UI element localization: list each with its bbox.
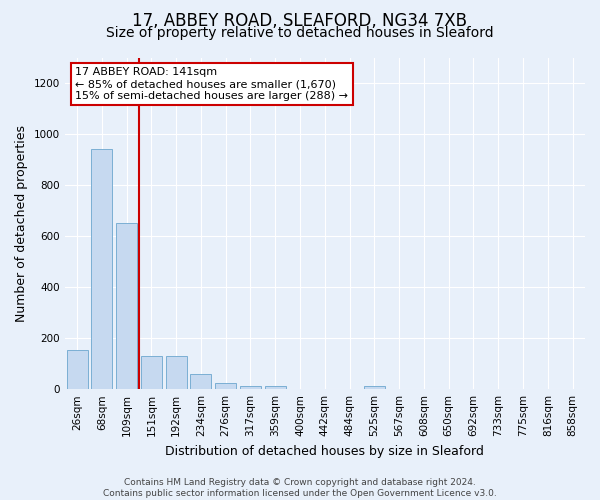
Bar	[364, 386, 385, 389]
Text: Contains HM Land Registry data © Crown copyright and database right 2024.
Contai: Contains HM Land Registry data © Crown c…	[103, 478, 497, 498]
Bar	[91, 150, 112, 389]
Bar	[116, 224, 137, 389]
Text: 17, ABBEY ROAD, SLEAFORD, NG34 7XB: 17, ABBEY ROAD, SLEAFORD, NG34 7XB	[133, 12, 467, 30]
Bar	[141, 356, 162, 389]
Bar	[190, 374, 211, 389]
Bar	[265, 386, 286, 389]
X-axis label: Distribution of detached houses by size in Sleaford: Distribution of detached houses by size …	[166, 444, 484, 458]
Bar	[166, 356, 187, 389]
Text: Size of property relative to detached houses in Sleaford: Size of property relative to detached ho…	[106, 26, 494, 40]
Text: 17 ABBEY ROAD: 141sqm
← 85% of detached houses are smaller (1,670)
15% of semi-d: 17 ABBEY ROAD: 141sqm ← 85% of detached …	[75, 68, 348, 100]
Bar	[240, 386, 261, 389]
Bar	[67, 350, 88, 389]
Bar	[215, 383, 236, 389]
Y-axis label: Number of detached properties: Number of detached properties	[15, 125, 28, 322]
